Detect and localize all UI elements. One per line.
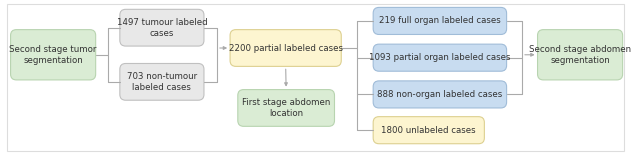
Text: 2200 partial labeled cases: 2200 partial labeled cases (228, 44, 342, 53)
Text: 1800 unlabeled cases: 1800 unlabeled cases (381, 126, 476, 135)
FancyBboxPatch shape (373, 7, 507, 34)
Text: 1093 partial organ labeled cases: 1093 partial organ labeled cases (369, 53, 511, 62)
FancyBboxPatch shape (373, 117, 484, 144)
Text: 703 non-tumour
labeled cases: 703 non-tumour labeled cases (127, 72, 197, 92)
FancyBboxPatch shape (373, 44, 507, 71)
FancyBboxPatch shape (373, 81, 507, 108)
Text: Second stage abdomen
segmentation: Second stage abdomen segmentation (529, 45, 631, 65)
FancyBboxPatch shape (230, 30, 341, 66)
FancyBboxPatch shape (120, 9, 204, 46)
Text: 888 non-organ labeled cases: 888 non-organ labeled cases (377, 90, 502, 99)
FancyBboxPatch shape (538, 30, 623, 80)
FancyBboxPatch shape (120, 64, 204, 100)
Text: Second stage tumor
segmentation: Second stage tumor segmentation (10, 45, 97, 65)
FancyBboxPatch shape (11, 30, 95, 80)
FancyBboxPatch shape (238, 90, 335, 126)
Text: 219 full organ labeled cases: 219 full organ labeled cases (379, 16, 500, 25)
Text: First stage abdomen
location: First stage abdomen location (242, 98, 330, 118)
Text: 1497 tumour labeled
cases: 1497 tumour labeled cases (116, 18, 207, 38)
